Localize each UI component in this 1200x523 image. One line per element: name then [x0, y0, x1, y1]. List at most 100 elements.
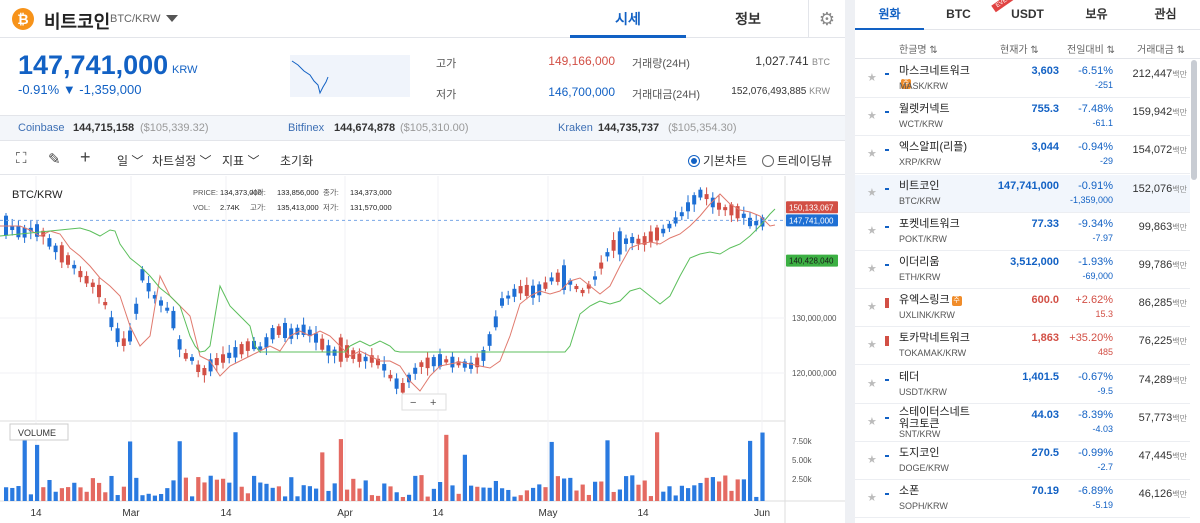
coin-dropdown-icon[interactable] — [166, 15, 178, 22]
star-icon[interactable]: ★ — [867, 301, 877, 314]
coin-symbol: USDT/KRW — [899, 386, 947, 397]
volume-bar — [332, 483, 337, 501]
mini-candle-icon — [885, 336, 889, 347]
table-row[interactable]: ★ 이더리움 ETH/KRW 3,512,000 -1.93% -69,000 99,786… — [855, 251, 1190, 289]
candle — [648, 231, 653, 242]
star-icon[interactable]: ★ — [867, 110, 877, 123]
table-row[interactable]: ★ 스테이터스네트워크토큰 SNT/KRW 44.03 -8.39% -4.03 57,77… — [855, 404, 1190, 442]
star-icon[interactable]: ★ — [867, 415, 877, 428]
volume-bar — [506, 489, 511, 501]
scrollbar[interactable] — [1191, 60, 1197, 180]
star-icon[interactable]: ★ — [867, 148, 877, 161]
candle — [760, 217, 765, 227]
table-row[interactable]: ★ 월렛커넥트 WCT/KRW 755.3 -7.48% -61.1 159,942백만 — [855, 98, 1190, 137]
zoom-control[interactable] — [401, 393, 447, 411]
zoom-in-button[interactable]: + — [430, 397, 436, 409]
volume-bar — [165, 488, 170, 501]
indicator-menu[interactable]: 지표 ﹀ — [222, 152, 259, 169]
chevron-down-icon: ﹀ — [247, 154, 260, 168]
table-row[interactable]: ★ 유엑스링크 주 UXLINK/KRW 600.0 +2.62% 15.3 86,285백만 — [855, 289, 1190, 328]
table-row[interactable]: ★ 토카막네트워크 TOKAMAK/KRW 1,863 +35.20% 485 76,225… — [855, 327, 1190, 366]
col-price[interactable]: 현재가 ⇅ — [1000, 45, 1039, 56]
table-row[interactable]: ★ 마스크네트워크주 MASK/KRW 3,603 -6.51% -251 212,447백… — [855, 60, 1190, 98]
volume-label: 거래량(24H) — [632, 58, 690, 70]
table-row[interactable]: ★ 도지코인 DOGE/KRW 270.5 -0.99% -2.7 47,445백만 — [855, 442, 1190, 480]
tradingview-radio[interactable]: 트레이딩뷰 — [762, 152, 832, 169]
tab-quote[interactable]: 시세 — [570, 0, 686, 38]
coin-name[interactable]: 비트코인 — [44, 12, 111, 32]
x-tick-label: 14 — [220, 508, 232, 519]
tab-usdt[interactable]: USDT — [1011, 7, 1044, 21]
chevron-down-icon: ﹀ — [131, 154, 144, 168]
candle — [413, 367, 418, 374]
volume-bar — [338, 439, 343, 501]
star-icon[interactable]: ★ — [867, 186, 877, 199]
chart-settings-menu[interactable]: 차트설정 ﹀ — [152, 152, 212, 169]
radio-icon — [762, 155, 774, 167]
coin-change-amt: 485 — [1097, 347, 1113, 358]
star-icon[interactable]: ★ — [867, 263, 877, 275]
volume-bar — [252, 475, 257, 501]
star-icon[interactable]: ★ — [867, 377, 877, 390]
table-row[interactable]: ★ 테더 USDT/KRW 1,401.5 -0.67% -9.5 74,289백만 — [855, 366, 1190, 404]
crosshair-icon[interactable]: + — [80, 147, 91, 167]
coin-price: 1,401.5 — [1022, 370, 1059, 383]
volume-bar — [4, 487, 9, 501]
info-label: 시가: — [250, 188, 266, 197]
candle — [283, 322, 287, 339]
volume-bar — [239, 486, 244, 501]
coin-name: 소폰 — [899, 485, 920, 498]
col-name[interactable]: 한글명 ⇅ — [899, 45, 938, 56]
info-value: 134,373,000 — [220, 188, 262, 197]
fullscreen-icon[interactable]: ⛶ — [16, 150, 27, 167]
zoom-out-button[interactable]: − — [410, 397, 416, 409]
x-tick-label: May — [539, 508, 558, 519]
tab-btc[interactable]: BTC — [946, 7, 971, 21]
volume-bar — [47, 479, 52, 501]
star-icon[interactable]: ★ — [867, 454, 877, 466]
price-chart[interactable]: 130,000,000 120,000,000 150,133,067 147,741… — [0, 176, 845, 523]
star-icon[interactable]: ★ — [867, 224, 877, 237]
tab-krw[interactable]: 원화 — [855, 0, 924, 30]
volume-bar — [72, 482, 77, 501]
volume-bar — [729, 490, 734, 501]
chart-settings-label: 차트설정 — [152, 154, 197, 168]
reset-button[interactable]: 초기화 — [280, 154, 314, 168]
table-row[interactable]: ★ 포켓네트워크 POKT/KRW 77.33 -9.34% -7.97 99,863백만 — [855, 213, 1190, 251]
price-change: -0.91% ▼ -1,359,000 — [18, 82, 141, 97]
tab-holdings[interactable]: 보유 — [1085, 7, 1108, 21]
pencil-icon[interactable]: ✎ — [48, 151, 61, 168]
info-value: 135,413,000 — [277, 203, 319, 212]
coin-price: 270.5 — [1031, 447, 1059, 459]
coin-price: 3,603 — [1031, 65, 1059, 77]
period-select[interactable]: 일 ﹀ — [117, 152, 143, 169]
volume-bar — [109, 475, 114, 501]
candle — [754, 220, 759, 226]
candle — [673, 217, 678, 224]
table-row[interactable]: ★ 소폰 SOPH/KRW 70.19 -6.89% -5.19 46,126백만 — [855, 480, 1190, 519]
col-change[interactable]: 전일대비 ⇅ — [1067, 45, 1115, 56]
tab-info[interactable]: 정보 — [735, 11, 761, 27]
current-price: 147,741,000 — [18, 50, 169, 80]
coin-symbol: POKT/KRW — [899, 233, 947, 244]
info-value: 133,856,000 — [277, 188, 319, 197]
tab-favorites[interactable]: 관심 — [1154, 7, 1177, 21]
star-icon[interactable]: ★ — [867, 72, 877, 84]
exchange-name: Coinbase — [18, 122, 65, 134]
volume-bar — [741, 479, 746, 501]
warning-icon: 주 — [901, 79, 911, 89]
volume-bar — [301, 485, 306, 501]
exchange-usd: ($105,339.32) — [140, 122, 209, 134]
candle — [115, 328, 120, 343]
volume-bar — [450, 485, 455, 501]
volume-bar — [283, 496, 288, 501]
star-icon[interactable]: ★ — [867, 492, 877, 505]
candle — [487, 334, 492, 346]
star-icon[interactable]: ★ — [867, 339, 877, 352]
gear-icon[interactable]: ⚙ — [808, 0, 845, 38]
basic-chart-radio[interactable]: 기본차트 — [688, 152, 747, 169]
col-volume[interactable]: 거래대금 ⇅ — [1137, 45, 1185, 56]
table-row[interactable]: ★ 비트코인 BTC/KRW 147,741,000 -0.91% -1,359,000 1… — [855, 174, 1190, 213]
table-row[interactable]: ★ 엑스알피(리플) XRP/KRW 3,044 -0.94% -29 154,072백만 — [855, 136, 1190, 175]
volume-bar — [580, 484, 585, 501]
